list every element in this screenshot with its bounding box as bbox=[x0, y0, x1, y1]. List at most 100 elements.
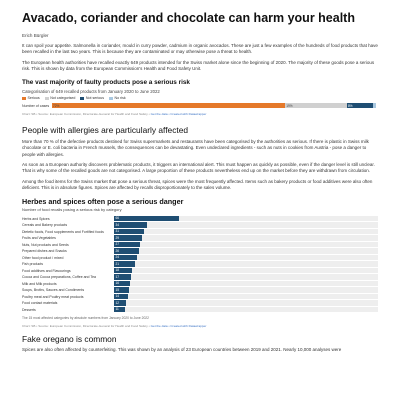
legend-label: Serious bbox=[27, 96, 40, 101]
bar-track: 27 bbox=[114, 241, 378, 248]
legend-swatch bbox=[44, 96, 49, 100]
bar-value-label: 31 bbox=[115, 229, 120, 234]
bar-value-label: 26 bbox=[115, 248, 120, 253]
bar: 31 bbox=[114, 228, 145, 235]
bar-row: Food contact materials 12 bbox=[22, 300, 378, 307]
section-allergies-p1: More than 70 % of the defective products… bbox=[22, 139, 369, 157]
chart2-bars: Herbs and Spices 66 Cereals and Bakery pro… bbox=[22, 215, 378, 313]
bar-value-label: 27 bbox=[115, 242, 120, 247]
bar-category-label: Milk and Milk products bbox=[22, 281, 57, 286]
legend-item-not-serious: Not serious bbox=[80, 96, 104, 100]
bar: 34 bbox=[114, 222, 148, 228]
section-allergies-heading: People with allergies are particularly a… bbox=[22, 125, 189, 136]
bar-row: Herbs and Spices 66 bbox=[22, 215, 378, 222]
bar: 15 bbox=[114, 287, 129, 293]
bar-track: 31 bbox=[114, 228, 378, 235]
chart1-credit: Chart: SB • Source: European Commission,… bbox=[22, 112, 207, 117]
bar: 29 bbox=[114, 235, 143, 241]
bar: 14 bbox=[114, 293, 128, 300]
section-allergies-p2: As soon as a European authority discover… bbox=[22, 162, 375, 174]
bar-track: 29 bbox=[114, 235, 378, 241]
bar-row: Nuts, Nut products and Seeds 27 bbox=[22, 241, 378, 248]
bar-value-label: 15 bbox=[115, 287, 120, 292]
bar-value-label: 17 bbox=[115, 274, 120, 279]
stack-segment-label: 72% bbox=[53, 103, 60, 108]
bar-category-label: Nuts, Nut products and Seeds bbox=[22, 242, 69, 247]
legend-label: No risk bbox=[114, 96, 126, 101]
chart2-note: The 15 most affected categories by absol… bbox=[22, 315, 149, 320]
stack-segment-not-categorised: 19% bbox=[285, 103, 347, 109]
bar-track: 21 bbox=[114, 261, 378, 267]
bar-category-label: Fruits and Vegetables bbox=[22, 236, 56, 241]
chart1-data-link[interactable]: Get the data • Created with Datawrapper bbox=[150, 112, 207, 117]
bar-value-label: 66 bbox=[115, 216, 120, 221]
bar-category-label: Herbs and Spices bbox=[22, 216, 50, 221]
chart2-source: Chart: SB • Source: European Commission,… bbox=[22, 323, 148, 328]
legend-swatch bbox=[22, 96, 26, 100]
bar-row: Cereals and Bakery products 34 bbox=[22, 222, 378, 229]
bar-row: Prepared dishes and Snacks 26 bbox=[22, 248, 378, 255]
bar: 27 bbox=[114, 241, 141, 248]
bar-category-label: Desserts bbox=[22, 307, 36, 312]
bar-row: Poultry meat and Poultry meat products 14 bbox=[22, 293, 378, 300]
bar-category-label: Poultry meat and Poultry meat products bbox=[22, 294, 84, 299]
bar-row: Dietetic foods, Food supplements and For… bbox=[22, 228, 378, 235]
bar-row: Cocoa and Cocoa preparations, Coffee and… bbox=[22, 274, 378, 281]
legend-item-no-risk: No risk bbox=[109, 96, 126, 100]
stack-segment-not-serious: 8% bbox=[346, 103, 373, 109]
intro-paragraph: It can spoil your appetite. Salmonella i… bbox=[22, 43, 378, 55]
legend-swatch bbox=[109, 96, 114, 100]
bar-track: 16 bbox=[114, 280, 378, 287]
bar-category-label: Fish products bbox=[22, 262, 44, 267]
section-allergies-p3: Among the food items for the Swiss marke… bbox=[22, 178, 373, 190]
bar: 11 bbox=[114, 306, 125, 313]
stack-segment-serious: 72% bbox=[52, 103, 286, 109]
chart2-subtitle: Number of food recalls posing a serious … bbox=[22, 207, 122, 213]
bar: 24 bbox=[114, 254, 138, 261]
bar: 18 bbox=[114, 267, 132, 274]
bar-track: 34 bbox=[114, 222, 378, 228]
bar-track: 12 bbox=[114, 300, 378, 306]
bar-category-label: Dietetic foods, Food supplements and For… bbox=[22, 229, 104, 234]
chart1-subtitle: Categorisation of 649 recalled products … bbox=[22, 89, 160, 95]
chart2-credit: Chart: SB • Source: European Commission,… bbox=[22, 323, 207, 328]
bar-track: 18 bbox=[114, 267, 378, 274]
paragraph-recall-count: The European health authorities have rec… bbox=[22, 59, 375, 71]
chart2-data-link[interactable]: Get the data • Created with Datawrapper bbox=[150, 323, 207, 328]
bar-category-label: Prepared dishes and Snacks bbox=[22, 249, 67, 254]
bar-row: Fruits and Vegetables 29 bbox=[22, 235, 378, 242]
bar-row: Milk and Milk products 16 bbox=[22, 280, 378, 287]
bar-track: 17 bbox=[114, 274, 378, 280]
bar-category-label: Cereals and Bakery products bbox=[22, 223, 68, 228]
bar-value-label: 21 bbox=[115, 261, 120, 266]
legend-item-not-categorised: Not categorised bbox=[44, 96, 76, 101]
stack-segment-label: 19% bbox=[286, 103, 293, 108]
bar-row: Other food product / mixed 24 bbox=[22, 254, 378, 261]
bar-category-label: Other food product / mixed bbox=[22, 255, 64, 260]
bar: 16 bbox=[114, 280, 130, 287]
bar: 26 bbox=[114, 248, 140, 254]
bar: 17 bbox=[114, 274, 131, 280]
bar-value-label: 29 bbox=[115, 235, 120, 240]
chart1-source: Chart: SB • Source: European Commission,… bbox=[22, 112, 148, 117]
section-oregano-heading: Fake oregano is common bbox=[22, 333, 117, 344]
bar-value-label: 24 bbox=[115, 255, 120, 260]
legend-label: Not serious bbox=[85, 96, 105, 101]
bar: 66 bbox=[114, 215, 179, 222]
stack-segment-label: 8% bbox=[347, 103, 353, 108]
bar-value-label: 34 bbox=[115, 222, 120, 227]
section-allergies: People with allergies are particularly a… bbox=[22, 125, 378, 191]
stacked-bar-row-label: Number of cases bbox=[22, 103, 50, 108]
bar-track: 24 bbox=[114, 254, 378, 261]
bar-row: Soups, Broths, Sauces and Condiments 15 bbox=[22, 287, 378, 294]
bar: 12 bbox=[114, 300, 126, 306]
bar-category-label: Food contact materials bbox=[22, 301, 58, 306]
chart1-legend: Serious Not categorised Not serious No risk bbox=[22, 96, 378, 100]
legend-label: Not categorised bbox=[50, 96, 76, 101]
bar-row: Desserts 11 bbox=[22, 306, 378, 313]
bar-category-label: Soups, Broths, Sauces and Condiments bbox=[22, 288, 85, 293]
bar-category-label: Food additives and Flavourings bbox=[22, 268, 71, 273]
stacked-bar: 72% 19% 8% bbox=[52, 103, 376, 109]
author-byline: Erich Bürgler bbox=[22, 33, 49, 38]
